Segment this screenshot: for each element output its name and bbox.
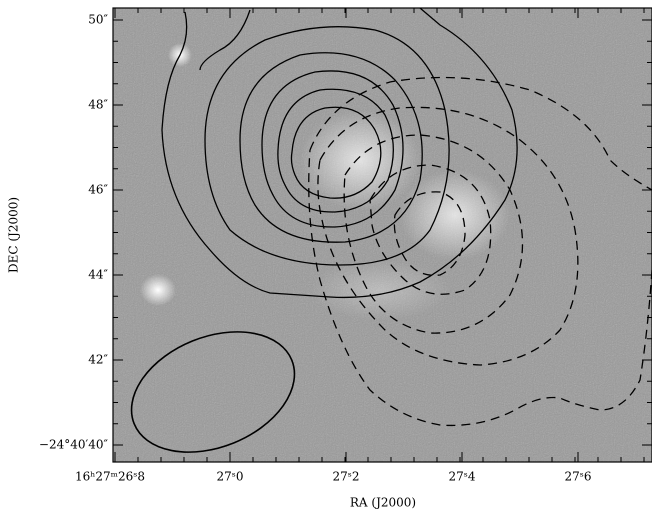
contour <box>239 52 423 243</box>
x-tick-label: 27ˢ6 <box>565 470 592 484</box>
contour <box>199 9 251 71</box>
x-tick-label: 27ˢ4 <box>449 470 476 484</box>
y-tick-label: 46″ <box>88 183 108 197</box>
x-tick-label: 27ˢ2 <box>333 470 360 484</box>
contour <box>393 191 466 276</box>
contour <box>161 8 518 299</box>
x-axis-label: RA (J2000) <box>350 496 416 510</box>
contour <box>204 26 450 266</box>
x-tick-label: 16ʰ27ᵐ26ˢ8 <box>75 470 145 484</box>
y-axis-label: DEC (J2000) <box>7 197 21 273</box>
y-tick-label: 44″ <box>88 268 108 282</box>
contour <box>261 70 404 228</box>
y-tick-label: 48″ <box>88 98 108 112</box>
contour <box>343 134 524 334</box>
contour <box>308 76 652 427</box>
y-tick-label: 50″ <box>88 13 108 27</box>
contour <box>290 106 382 199</box>
contour <box>277 88 394 213</box>
plot-frame <box>112 7 652 463</box>
y-tick-label: −24°40′40″ <box>39 438 109 452</box>
beam-ellipse <box>130 331 296 453</box>
y-tick-label: 42″ <box>88 353 108 367</box>
contour <box>369 164 492 295</box>
contour <box>317 106 579 366</box>
x-tick-label: 27ˢ0 <box>217 470 244 484</box>
image <box>113 8 652 462</box>
